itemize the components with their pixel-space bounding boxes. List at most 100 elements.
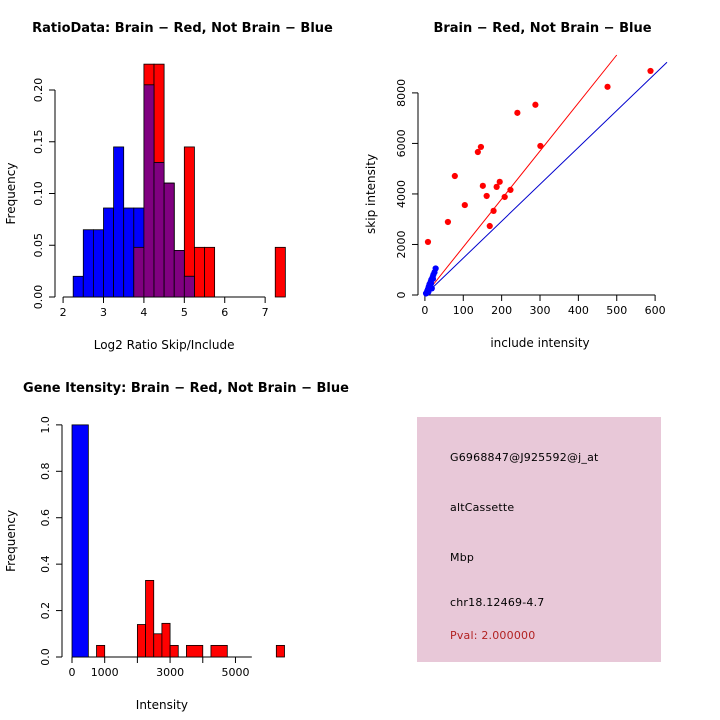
blue-hist-bar	[103, 207, 114, 298]
intensity-scatter-axes	[412, 92, 656, 301]
ratio-histogram-chart: RatioData: Brain − Red, Not Brain − Blue…	[4, 21, 333, 352]
brain-point	[514, 109, 521, 116]
brain-point	[501, 193, 508, 201]
overlap-hist-bar	[143, 84, 155, 298]
x-tick-label: 0	[69, 666, 76, 679]
probe-id: G6968847@J925592@j_at	[450, 451, 599, 464]
brain-point	[461, 201, 468, 209]
red-hist-bar	[145, 579, 155, 658]
intensity-scatter-chart: Brain − Red, Not Brain − Blue 0 100 200 300 4…	[364, 21, 668, 350]
brain-point	[537, 142, 544, 150]
blue-hist-bar	[72, 275, 84, 298]
y-tick-label: 0.8	[39, 463, 52, 481]
red-hist-bar	[153, 633, 163, 658]
brain-point	[479, 182, 486, 189]
intensity-scatter-xlabel: include intensity	[490, 336, 589, 350]
x-tick-label: 400	[568, 304, 589, 317]
y-tick-label: 1.0	[39, 416, 52, 434]
ratio-histogram-title: RatioData: Brain − Red, Not Brain − Blue	[32, 21, 333, 36]
x-tick-label: 0	[421, 304, 428, 317]
info-panel: G6968847@J925592@j_at altCassette Mbp ch…	[360, 360, 720, 720]
y-tick-label: 0.0	[39, 648, 52, 666]
intensity-scatter-panel: Brain − Red, Not Brain − Blue 0 100 200 300 4…	[360, 0, 720, 360]
x-tick-label: 200	[491, 304, 512, 317]
y-tick-label: 0.10	[32, 181, 45, 206]
y-tick-label: 0.2	[39, 602, 52, 620]
y-tick-label: 0.4	[39, 555, 52, 573]
ratio-histogram-ylabel: Frequency	[4, 163, 18, 225]
gene-intensity-histogram-chart: Gene Itensity: Brain − Red, Not Brain − …	[4, 381, 349, 712]
brain-point	[493, 183, 500, 190]
y-tick-label: 6000	[395, 129, 408, 157]
y-tick-label: 0.20	[32, 78, 45, 103]
y-tick-label: 0.15	[32, 130, 45, 155]
x-tick-label: 2	[60, 306, 67, 319]
brain-point	[486, 222, 493, 230]
brain-point	[532, 101, 539, 108]
gene-intensity-histogram-ylabel: Frequency	[4, 510, 18, 572]
not_brain-point	[432, 265, 439, 272]
red-hist-bar	[204, 246, 216, 298]
blue-hist-bar	[123, 207, 135, 298]
x-tick-label: 6	[221, 306, 228, 319]
intensity-scatter-title: Brain − Red, Not Brain − Blue	[433, 21, 651, 36]
ratio-histogram-bars	[72, 63, 286, 298]
gene-symbol: Mbp	[450, 551, 475, 564]
ratio-histogram-panel: RatioData: Brain − Red, Not Brain − Blue…	[0, 0, 360, 360]
overlap-hist-bar	[183, 275, 195, 298]
info-box: G6968847@J925592@j_at altCassette Mbp ch…	[417, 417, 661, 662]
y-tick-label: 0.00	[32, 285, 45, 310]
red-hist-bar	[210, 644, 228, 658]
x-tick-label: 4	[140, 306, 147, 319]
intensity-scatter-points-brain	[424, 67, 654, 246]
red-hist-bar	[183, 146, 195, 298]
blue-hist-bar	[71, 424, 89, 658]
intensity-scatter-ylabel: skip intensity	[364, 154, 378, 234]
red-hist-bar	[194, 246, 205, 298]
red-hist-bar	[275, 644, 285, 658]
y-tick-label: 8000	[395, 79, 408, 107]
red-hist-bar	[96, 644, 106, 658]
x-tick-label: 100	[453, 304, 474, 317]
brain-point	[444, 218, 452, 226]
brain-point	[483, 192, 490, 200]
x-tick-label: 5000	[221, 666, 249, 679]
y-tick-label: 0	[395, 292, 408, 299]
red-hist-bar	[169, 644, 179, 658]
overlap-hist-bar	[163, 182, 175, 298]
brain-point	[647, 67, 654, 75]
red-hist-bar	[186, 644, 204, 658]
brain-point	[490, 207, 497, 214]
brain-point	[477, 143, 485, 151]
x-tick-label: 300	[530, 304, 551, 317]
x-tick-label: 500	[606, 304, 627, 317]
splice-event-type: altCassette	[450, 501, 515, 514]
red-hist-bar	[161, 622, 171, 658]
overlap-hist-bar	[173, 250, 185, 298]
red-hist-bar	[136, 624, 146, 658]
y-tick-label: 0.6	[39, 509, 52, 527]
x-tick-label: 600	[645, 304, 666, 317]
brain-point	[474, 148, 481, 156]
x-tick-label: 5	[181, 306, 188, 319]
gene-intensity-histogram-bars	[71, 424, 285, 658]
x-tick-label: 1000	[91, 666, 119, 679]
y-tick-label: 4000	[395, 180, 408, 208]
not_brain-point	[428, 285, 435, 292]
overlap-hist-bar	[153, 162, 165, 298]
brain-point	[496, 178, 503, 185]
gene-intensity-histogram-xlabel: Intensity	[136, 698, 188, 712]
y-tick-label: 2000	[395, 230, 408, 258]
overlap-hist-bar	[133, 246, 145, 298]
blue-hist-bar	[113, 146, 125, 298]
not_brain-fit-line	[424, 61, 668, 296]
brain-fit-line	[424, 54, 618, 296]
p-value: Pval: 2.000000	[450, 629, 536, 642]
x-tick-label: 3	[100, 306, 107, 319]
ratio-histogram-xlabel: Log2 Ratio Skip/Include	[94, 338, 235, 352]
red-hist-bar	[274, 246, 286, 298]
intensity-scatter-points-not_brain	[422, 265, 439, 297]
brain-point	[424, 238, 432, 246]
x-tick-label: 7	[262, 306, 269, 319]
